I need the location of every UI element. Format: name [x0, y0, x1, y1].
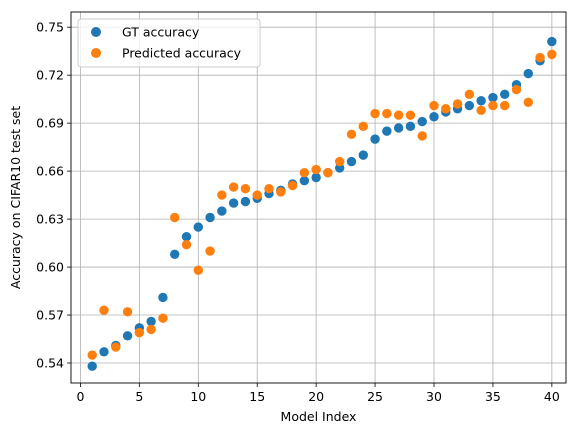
predicted-accuracy-point: [370, 108, 380, 119]
gt-accuracy-point: [217, 206, 227, 216]
predicted-accuracy-point: [240, 184, 251, 194]
predicted-accuracy-point: [452, 99, 463, 109]
predicted-accuracy-point: [547, 49, 557, 60]
predicted-accuracy-point: [511, 84, 522, 95]
predicted-accuracy-point: [346, 129, 357, 140]
gt-accuracy-point: [547, 36, 557, 47]
legend: GT accuracy Predicted accuracy: [77, 18, 261, 68]
y-tick-label: 0.60: [36, 260, 64, 275]
gt-accuracy-point: [122, 331, 133, 341]
predicted-accuracy-point: [393, 110, 404, 120]
gt-accuracy-point: [87, 361, 97, 371]
x-tick-label: 10: [190, 389, 206, 404]
y-tick-label: 0.63: [36, 212, 64, 227]
predicted-accuracy-point: [181, 239, 192, 250]
predicted-accuracy-point: [170, 212, 180, 223]
legend-box: [77, 18, 261, 68]
y-tick-label: 0.72: [36, 68, 64, 83]
predicted-accuracy-point: [205, 246, 215, 256]
y-axis-label: Accuracy on CIFAR10 test set: [8, 106, 23, 289]
predicted-accuracy-point: [441, 104, 451, 114]
gt-accuracy-point: [358, 150, 368, 160]
predicted-accuracy-point: [405, 110, 416, 120]
gt-accuracy-point: [193, 222, 203, 232]
gt-accuracy-point: [405, 121, 416, 132]
predicted-accuracy-point: [358, 121, 368, 132]
predicted-accuracy-point: [476, 105, 486, 116]
plot-area-frame: [70, 11, 567, 384]
predicted-accuracy-point: [146, 324, 156, 335]
legend-label-gt-accuracy: GT accuracy: [122, 25, 200, 40]
y-tick-label: 0.57: [36, 308, 64, 323]
x-tick-label: 5: [135, 389, 143, 404]
x-tick-label: 20: [308, 389, 324, 404]
gt-accuracy-point: [240, 196, 251, 207]
gt-accuracy-point: [429, 112, 439, 122]
x-tick-label: 40: [544, 389, 560, 404]
predicted-accuracy-point: [335, 156, 345, 167]
gt-accuracy-point: [393, 123, 404, 133]
gt-accuracy-point: [464, 100, 475, 111]
predicted-accuracy-point: [464, 89, 475, 100]
predicted-accuracy-point: [500, 100, 510, 111]
predicted-accuracy-point: [264, 184, 274, 194]
gt-accuracy-point: [500, 89, 510, 100]
predicted-accuracy-point: [535, 52, 545, 63]
data-points: [87, 36, 557, 371]
predicted-accuracy-point: [488, 100, 498, 111]
gt-accuracy-point: [205, 212, 215, 223]
y-tick-label: 0.69: [36, 116, 64, 131]
predicted-accuracy-point: [323, 168, 333, 178]
gt-accuracy-point: [346, 156, 357, 167]
y-tick-label: 0.54: [36, 356, 64, 371]
x-tick-label: 0: [76, 389, 84, 404]
axis-ticks: 0 5 10 15 20 25 30 35 40 0.54 0.57 0.60 0.63 0.66 0.69…: [36, 20, 560, 404]
gt-accuracy-point: [382, 126, 392, 136]
predicted-accuracy-point: [276, 187, 286, 197]
predicted-accuracy-point: [311, 164, 321, 175]
gt-accuracy-point: [146, 316, 156, 327]
gt-accuracy-point: [417, 116, 427, 127]
grid: [71, 12, 566, 383]
x-tick-label: 35: [485, 389, 501, 404]
x-axis-label: Model Index: [281, 409, 357, 424]
predicted-accuracy-point: [429, 100, 439, 111]
gt-accuracy-point: [488, 92, 498, 103]
predicted-accuracy-point: [252, 190, 262, 200]
gt-accuracy-point: [228, 198, 239, 208]
predicted-accuracy-point: [99, 305, 109, 315]
gt-accuracy-point: [523, 68, 533, 79]
predicted-accuracy-point: [299, 168, 310, 178]
predicted-accuracy-point: [158, 313, 168, 323]
predicted-accuracy-point: [134, 327, 145, 338]
predicted-accuracy-point: [287, 180, 298, 191]
x-tick-label: 30: [426, 389, 442, 404]
legend-label-predicted-accuracy: Predicted accuracy: [122, 46, 242, 61]
predicted-accuracy-point: [382, 108, 392, 119]
predicted-accuracy-point: [122, 307, 133, 317]
gt-accuracy-point: [311, 172, 321, 183]
gt-accuracy-point: [158, 292, 168, 303]
gt-accuracy-point: [99, 347, 109, 357]
predicted-accuracy-point: [111, 342, 121, 352]
gt-accuracy-point: [370, 134, 380, 144]
predicted-accuracy-point: [193, 265, 203, 275]
predicted-accuracy-point: [217, 190, 227, 200]
gt-accuracy-point: [181, 231, 192, 242]
gt-accuracy-point: [299, 176, 310, 186]
y-tick-label: 0.66: [36, 164, 64, 179]
predicted-accuracy-point: [523, 97, 533, 108]
legend-marker-predicted-accuracy: [91, 48, 101, 58]
predicted-accuracy-point: [228, 182, 239, 192]
x-tick-label: 15: [249, 389, 265, 404]
gt-accuracy-point: [170, 249, 180, 259]
y-tick-label: 0.75: [36, 20, 64, 35]
x-tick-label: 25: [367, 389, 383, 404]
predicted-accuracy-point: [417, 131, 427, 141]
gt-accuracy-point: [476, 96, 486, 106]
legend-marker-gt-accuracy: [91, 27, 101, 37]
predicted-accuracy-point: [87, 350, 97, 360]
